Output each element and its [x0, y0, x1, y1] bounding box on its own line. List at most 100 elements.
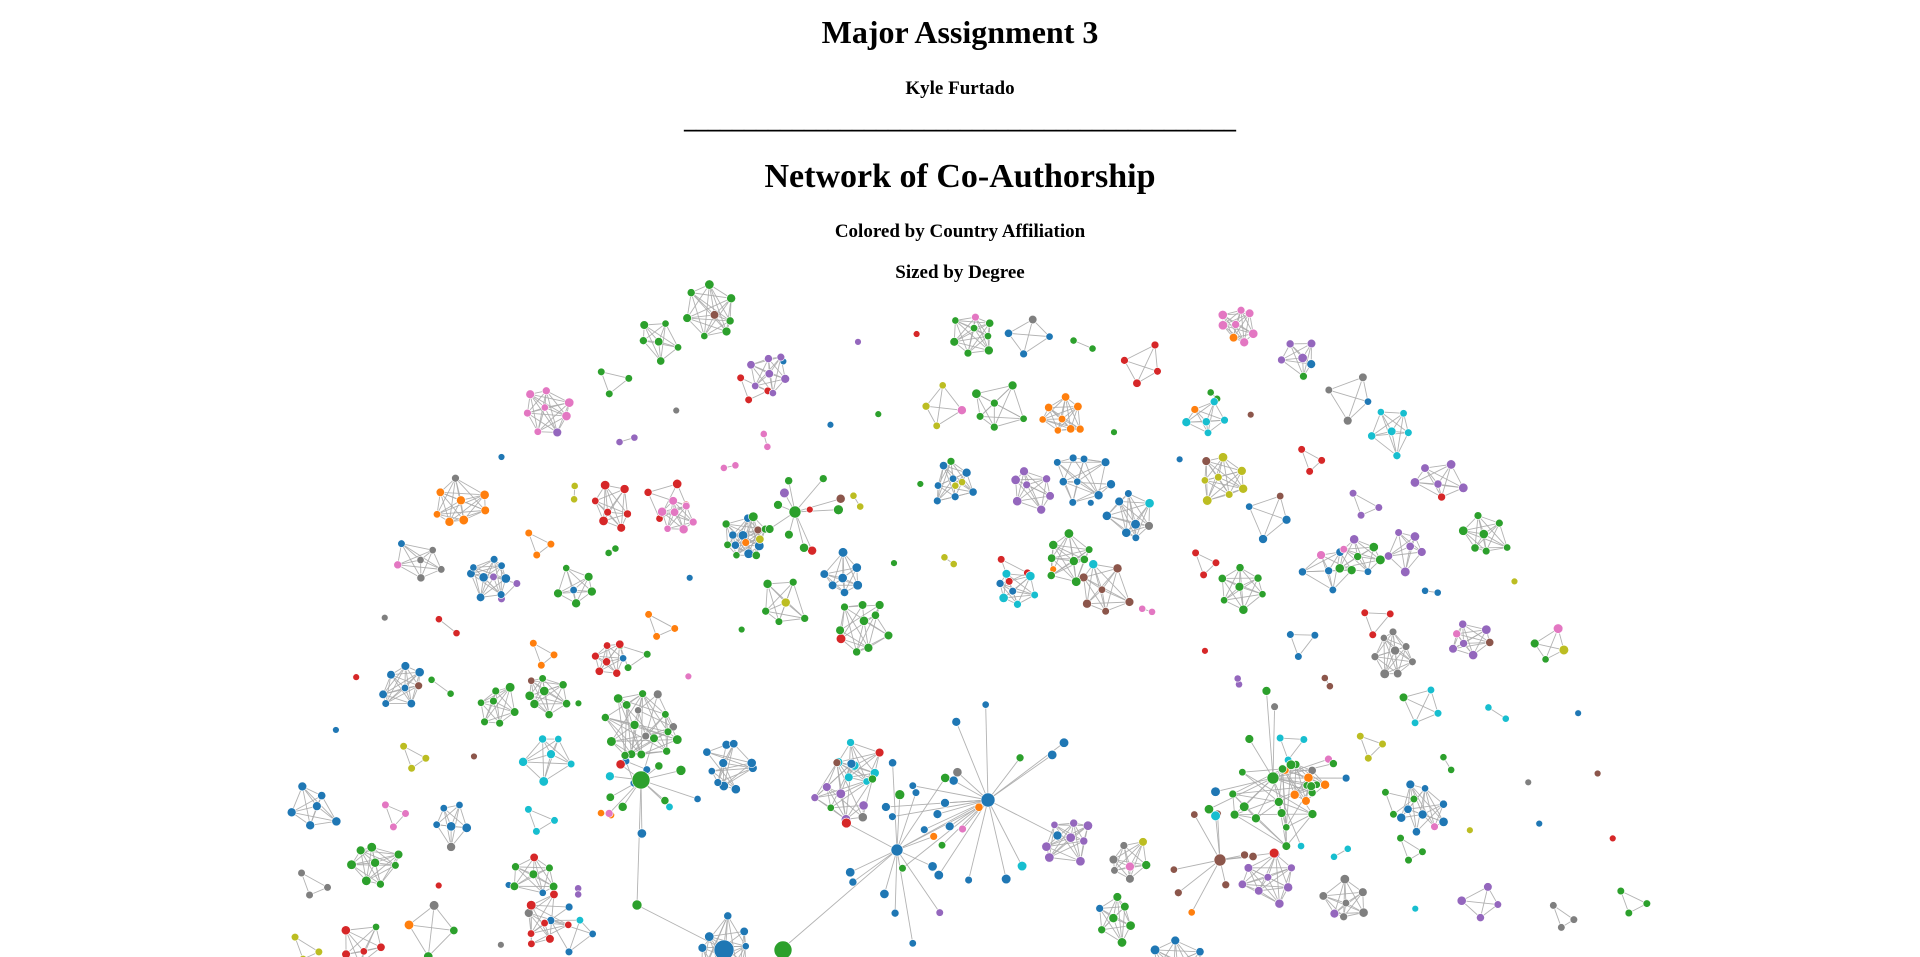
author-node[interactable]: [1120, 902, 1130, 912]
author-node[interactable]: [726, 293, 736, 304]
author-node[interactable]: [961, 467, 972, 478]
author-node[interactable]: [971, 312, 980, 322]
author-node[interactable]: [526, 900, 537, 911]
author-node[interactable]: [1339, 545, 1348, 554]
author-node[interactable]: [1306, 338, 1317, 349]
author-node[interactable]: [1234, 582, 1245, 592]
author-node[interactable]: [623, 509, 632, 519]
author-node[interactable]: [1482, 546, 1491, 556]
author-node[interactable]: [741, 942, 750, 951]
author-node[interactable]: [1248, 852, 1258, 862]
author-node[interactable]: [1334, 563, 1345, 574]
author-node[interactable]: [1278, 764, 1287, 774]
author-node[interactable]: [605, 792, 615, 802]
author-node[interactable]: [548, 881, 559, 892]
author-node[interactable]: [619, 654, 628, 663]
author-node[interactable]: [837, 547, 849, 558]
author-node[interactable]: [612, 668, 622, 678]
author-node[interactable]: [997, 555, 1006, 564]
author-node[interactable]: [1458, 525, 1469, 536]
author-node[interactable]: [1294, 652, 1303, 661]
author-node[interactable]: [849, 491, 858, 500]
author-node[interactable]: [1574, 709, 1582, 717]
author-node[interactable]: [538, 674, 547, 683]
author-node[interactable]: [1384, 551, 1393, 561]
author-node[interactable]: [1346, 565, 1357, 575]
author-node[interactable]: [489, 696, 498, 706]
author-node[interactable]: [1238, 604, 1249, 615]
author-node[interactable]: [1510, 577, 1519, 586]
author-node[interactable]: [540, 403, 549, 412]
author-node[interactable]: [1121, 527, 1132, 538]
author-node[interactable]: [314, 947, 323, 956]
author-node[interactable]: [1274, 898, 1285, 909]
author-node[interactable]: [946, 457, 956, 466]
author-node[interactable]: [743, 548, 754, 559]
author-node[interactable]: [840, 588, 849, 597]
author-node[interactable]: [1375, 554, 1386, 565]
author-node[interactable]: [1130, 519, 1141, 530]
author-node[interactable]: [984, 345, 994, 356]
author-node[interactable]: [1541, 655, 1550, 664]
author-node[interactable]: [1418, 847, 1427, 856]
author-node[interactable]: [933, 870, 944, 881]
author-node[interactable]: [524, 805, 533, 814]
author-node[interactable]: [1374, 503, 1383, 512]
author-node[interactable]: [564, 397, 575, 408]
author-node[interactable]: [1210, 810, 1221, 821]
author-node[interactable]: [451, 473, 460, 483]
author-node[interactable]: [668, 496, 678, 506]
author-node[interactable]: [780, 597, 791, 608]
author-node[interactable]: [672, 734, 683, 745]
author-node[interactable]: [446, 842, 456, 852]
author-node[interactable]: [631, 899, 643, 911]
author-node[interactable]: [1530, 638, 1540, 649]
author-node[interactable]: [663, 524, 672, 533]
author-node[interactable]: [629, 720, 640, 730]
author-node[interactable]: [1058, 477, 1068, 487]
author-node[interactable]: [372, 922, 381, 931]
author-node[interactable]: [1214, 473, 1223, 482]
author-node[interactable]: [1028, 314, 1038, 325]
author-node[interactable]: [636, 828, 647, 839]
author-node[interactable]: [352, 673, 360, 681]
author-node[interactable]: [562, 564, 571, 572]
author-node[interactable]: [846, 738, 855, 747]
author-node[interactable]: [1393, 668, 1403, 679]
author-node[interactable]: [755, 534, 765, 544]
author-node[interactable]: [643, 650, 652, 659]
author-node[interactable]: [1069, 556, 1079, 566]
author-node[interactable]: [1307, 809, 1318, 819]
author-node[interactable]: [1400, 566, 1411, 577]
author-node[interactable]: [458, 514, 469, 526]
author-node[interactable]: [951, 316, 960, 325]
author-node[interactable]: [739, 926, 749, 936]
author-node[interactable]: [938, 381, 947, 390]
author-node[interactable]: [1110, 866, 1119, 875]
author-node[interactable]: [1050, 820, 1059, 829]
author-node[interactable]: [1132, 378, 1142, 388]
author-node[interactable]: [496, 590, 506, 599]
author-node[interactable]: [1360, 608, 1369, 617]
author-node[interactable]: [456, 495, 466, 506]
author-node[interactable]: [662, 746, 671, 756]
author-node[interactable]: [1389, 810, 1398, 819]
author-node[interactable]: [1358, 887, 1368, 897]
author-node[interactable]: [765, 524, 775, 534]
author-node[interactable]: [949, 337, 959, 347]
author-node[interactable]: [1047, 749, 1058, 760]
author-node[interactable]: [1030, 590, 1039, 600]
author-node[interactable]: [1458, 619, 1468, 629]
author-node[interactable]: [554, 735, 563, 744]
author-node[interactable]: [649, 733, 659, 743]
author-node[interactable]: [1019, 349, 1028, 359]
author-node[interactable]: [1004, 328, 1013, 338]
author-node[interactable]: [643, 488, 653, 497]
author-node[interactable]: [538, 734, 547, 744]
author-node[interactable]: [1343, 415, 1353, 426]
author-node[interactable]: [675, 765, 687, 776]
author-node[interactable]: [305, 890, 314, 900]
author-node[interactable]: [1386, 609, 1395, 619]
author-node[interactable]: [1019, 414, 1028, 423]
author-node[interactable]: [1392, 451, 1402, 460]
